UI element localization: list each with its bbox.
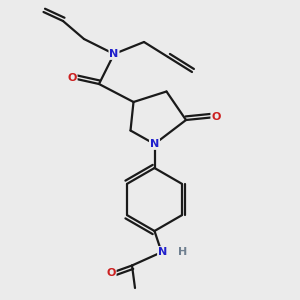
- Text: O: O: [106, 268, 116, 278]
- Text: O: O: [211, 112, 221, 122]
- Text: N: N: [150, 139, 159, 149]
- Text: H: H: [178, 247, 187, 257]
- Text: O: O: [67, 73, 77, 83]
- Text: N: N: [158, 247, 167, 257]
- Text: N: N: [110, 49, 118, 59]
